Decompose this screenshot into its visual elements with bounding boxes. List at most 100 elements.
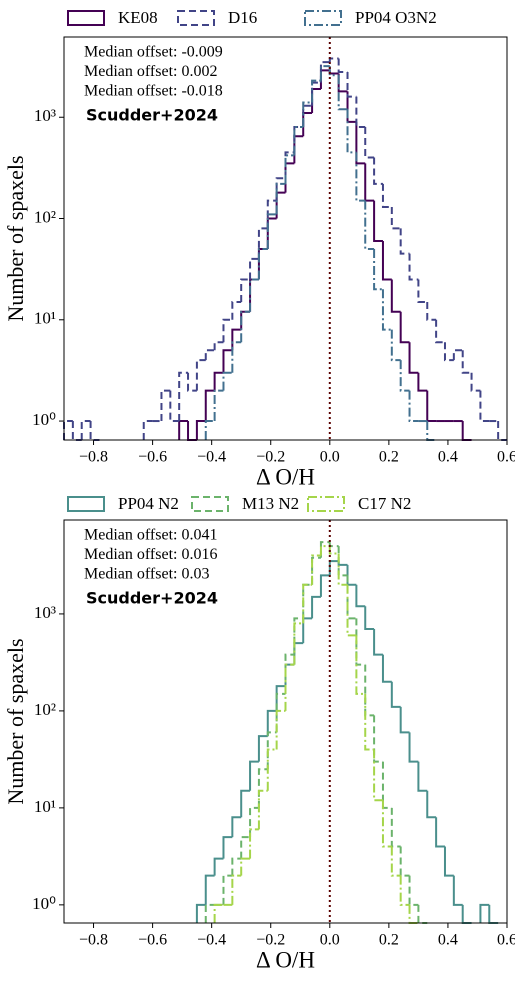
histogram-step — [275, 191, 286, 219]
histogram-step — [328, 57, 339, 63]
histogram-step — [390, 807, 401, 848]
histogram-step — [399, 875, 410, 906]
histogram-step — [311, 88, 321, 114]
histogram-step — [364, 163, 375, 202]
histogram-step — [178, 420, 189, 440]
histogram-step — [240, 310, 251, 330]
histogram-step — [381, 289, 392, 331]
histogram-step — [195, 903, 206, 923]
histogram-step — [249, 828, 259, 859]
histogram-step — [293, 135, 304, 164]
histogram-step — [337, 561, 348, 566]
histogram-step — [346, 584, 357, 637]
legend-label: C17 N2 — [358, 494, 411, 513]
histogram-step — [408, 875, 419, 906]
histogram-step — [479, 390, 490, 423]
legend-label: PP04 N2 — [118, 494, 179, 513]
x-tick-label: −0.2 — [256, 932, 285, 949]
histogram-step — [399, 228, 410, 255]
histogram-step — [408, 390, 419, 423]
histogram-step — [63, 420, 73, 440]
x-tick-label: −0.6 — [138, 932, 167, 949]
histogram-step — [417, 761, 428, 792]
histogram-step — [204, 420, 215, 440]
histogram-step — [311, 556, 321, 585]
histogram-step — [399, 360, 410, 392]
histogram-step — [337, 73, 348, 93]
histogram-step — [160, 389, 171, 422]
legend-label: M13 N2 — [242, 494, 299, 513]
histogram-step — [390, 846, 401, 877]
histogram-step — [302, 101, 313, 128]
credit: Scudder+2024 — [86, 589, 218, 608]
histogram-step — [452, 349, 463, 361]
histogram-step — [257, 789, 268, 830]
histogram-step — [222, 349, 233, 373]
histogram-step — [293, 622, 304, 665]
x-tick-label: 0.6 — [497, 449, 515, 466]
histogram-step — [319, 574, 330, 597]
histogram-step — [275, 709, 286, 750]
histogram-step — [364, 693, 375, 751]
histogram-step — [284, 663, 295, 711]
histogram-step — [257, 248, 268, 280]
legend-swatch — [177, 10, 215, 26]
histogram-step — [293, 642, 304, 665]
histogram-step — [213, 903, 224, 923]
legend-swatch — [67, 10, 105, 26]
x-tick-label: 0.2 — [379, 932, 399, 949]
histogram-step — [337, 58, 348, 73]
histogram-step — [328, 560, 339, 576]
x-tick-label: −0.2 — [256, 449, 285, 466]
histogram-step — [249, 806, 259, 838]
x-axis-label: Δ O/H — [256, 947, 315, 972]
histogram-step — [266, 709, 277, 737]
histogram-step — [311, 81, 321, 106]
histogram-step — [452, 875, 463, 906]
histogram-step — [169, 390, 180, 423]
y-tick-label: 10² — [34, 700, 56, 719]
plot-frame — [63, 519, 508, 924]
histogram-step — [249, 760, 259, 791]
histogram-step — [213, 389, 224, 422]
histogram-step — [381, 654, 392, 683]
histogram-step — [319, 545, 330, 556]
legend-label: PP04 O3N2 — [355, 8, 437, 27]
histogram-step — [488, 904, 499, 924]
histogram-step — [319, 541, 330, 558]
x-tick-label: −0.8 — [79, 932, 108, 949]
histogram-step — [461, 904, 472, 924]
histogram-step — [240, 836, 251, 859]
x-tick-label: 0.0 — [320, 449, 340, 466]
histogram-step — [266, 748, 277, 791]
histogram-step — [311, 595, 321, 619]
histogram-step — [364, 200, 375, 250]
x-tick-label: 0.4 — [438, 449, 458, 466]
histogram-step — [284, 162, 295, 193]
histogram-step — [355, 584, 366, 608]
y-axis-label: Number of spaxels — [3, 638, 28, 804]
x-tick-label: 0.2 — [379, 449, 399, 466]
histogram-step — [435, 319, 445, 344]
legend-swatch — [191, 496, 229, 512]
histogram-step — [302, 112, 313, 137]
histogram-step — [426, 390, 437, 423]
y-tick-label: 10³ — [34, 603, 56, 622]
histogram-step — [328, 542, 339, 548]
credit: Scudder+2024 — [86, 106, 218, 125]
annotation: Median offset: -0.018 — [84, 83, 223, 100]
x-tick-label: −0.4 — [197, 932, 226, 949]
histogram-step — [302, 583, 313, 624]
histogram-step — [231, 300, 242, 320]
histogram-step — [293, 126, 304, 153]
histogram-step — [266, 217, 277, 249]
histogram-step — [266, 199, 277, 229]
x-tick-label: −0.6 — [138, 449, 167, 466]
histogram-step — [426, 421, 437, 441]
histogram-step — [373, 628, 383, 656]
legend-label: KE08 — [118, 8, 158, 27]
histogram-step — [417, 279, 428, 303]
histogram-step — [390, 329, 401, 362]
